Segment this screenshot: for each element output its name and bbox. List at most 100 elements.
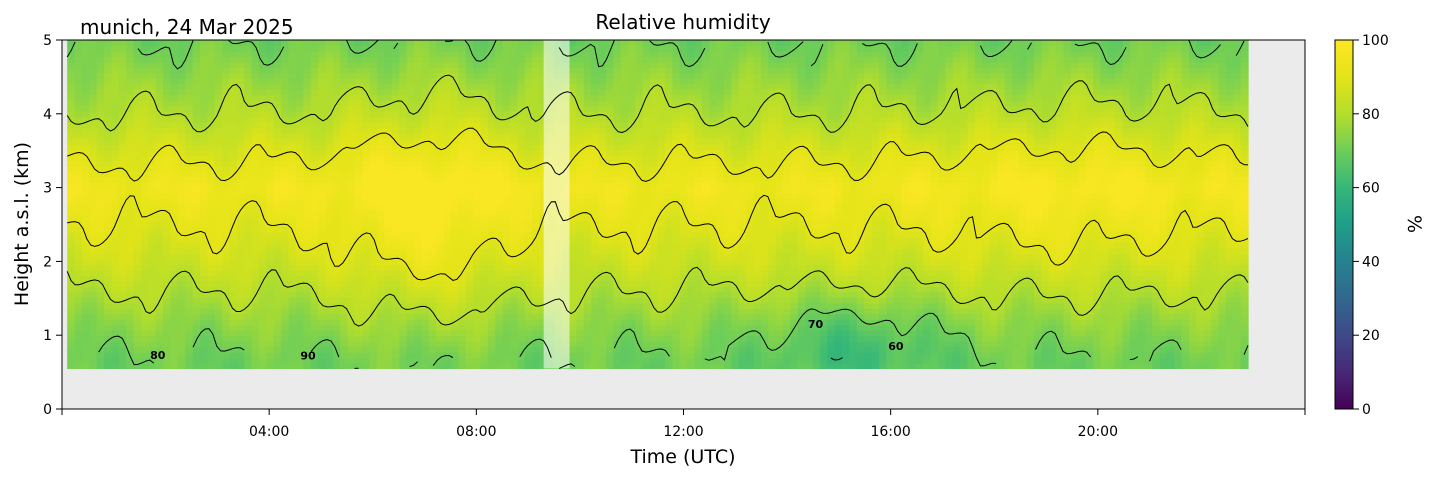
heatmap-cell [340,45,349,52]
heatmap-cell [140,89,149,96]
heatmap-cell [340,111,349,118]
heatmap-cell [620,133,629,140]
heatmap-cell [288,209,297,216]
heatmap-cell [598,144,607,151]
heatmap-cell [340,83,349,90]
heatmap-cell [266,335,275,342]
heatmap-cell [620,193,629,200]
heatmap-cell [414,302,423,309]
heatmap-cell [192,187,201,194]
heatmap-cell [642,116,651,123]
heatmap-cell [244,346,253,353]
heatmap-cell [185,78,194,85]
heatmap-cell [657,122,666,129]
heatmap-cell [598,122,607,129]
heatmap-cell [104,346,113,353]
heatmap-cell [628,182,637,189]
heatmap-cell [104,297,113,304]
heatmap-cell [192,149,201,156]
heatmap-cell [325,209,334,216]
heatmap-cell [377,280,386,287]
heatmap-cell [650,302,659,309]
heatmap-cell [362,67,371,74]
heatmap-cell [450,165,459,172]
heatmap-cell [583,204,592,211]
heatmap-cell [635,330,644,337]
heatmap-cell [295,258,304,266]
heatmap-cell [369,111,378,118]
heatmap-cell [96,133,105,140]
heatmap-cell [620,89,629,96]
heatmap-cell [295,45,304,52]
heatmap-cell [569,220,578,227]
heatmap-cell [628,100,637,107]
heatmap-cell [672,215,681,222]
heatmap-cell [591,231,600,238]
heatmap-cell [443,209,452,216]
heatmap-cell [96,264,105,271]
heatmap-cell [510,335,518,342]
heatmap-cell [251,127,260,134]
heatmap-cell [473,264,482,271]
heatmap-cell [140,297,149,304]
heatmap-cell [391,297,400,304]
heatmap-cell [318,138,327,145]
heatmap-cell [192,341,201,348]
heatmap-cell [67,100,76,107]
heatmap-cell [421,302,430,309]
heatmap-cell [303,133,312,140]
heatmap-cell [436,111,445,118]
heatmap-cell [67,357,76,364]
heatmap-cell [664,253,673,260]
heatmap-cell [591,122,600,129]
heatmap-cell [443,56,452,63]
heatmap-cell [288,269,297,276]
heatmap-cell [281,351,290,359]
heatmap-cell [295,324,304,331]
heatmap-cell [362,40,371,47]
heatmap-cell [443,154,452,162]
heatmap-cell [443,313,452,320]
heatmap-cell [642,313,651,320]
heatmap-cell [266,297,275,304]
heatmap-cell [377,149,386,156]
heatmap-cell [605,247,614,255]
heatmap-cell [539,154,548,162]
heatmap-cell [450,308,459,315]
heatmap-cell [664,154,673,162]
heatmap-cell [310,215,319,222]
heatmap-cell [502,341,511,348]
heatmap-cell [539,330,548,337]
heatmap-cell [532,182,541,189]
heatmap-cell [377,193,386,200]
heatmap-cell [96,111,105,118]
heatmap-cell [266,346,275,353]
heatmap-cell [222,160,231,167]
heatmap-cell [281,258,290,266]
heatmap-cell [399,226,408,233]
heatmap-cell [458,176,467,183]
heatmap-cell [126,242,135,249]
heatmap-cell [458,253,467,260]
heatmap-cell [244,258,253,266]
heatmap-cell [517,302,526,309]
heatmap-cell [318,40,327,47]
heatmap-cell [325,165,334,172]
heatmap-cell [642,182,651,189]
heatmap-cell [473,302,482,309]
heatmap-cell [126,133,135,140]
heatmap-cell [192,253,201,260]
heatmap-cell [192,94,201,101]
heatmap-cell [96,149,105,156]
heatmap-cell [369,269,378,276]
heatmap-cell [487,78,496,85]
heatmap-cell [465,171,474,178]
heatmap-cell [650,226,659,233]
heatmap-cell [569,297,578,304]
heatmap-cell [450,187,459,194]
heatmap-cell [236,253,245,260]
heatmap-cell [155,182,164,189]
heatmap-cell [428,111,437,118]
heatmap-cell [332,291,341,298]
heatmap-cell [414,242,423,249]
